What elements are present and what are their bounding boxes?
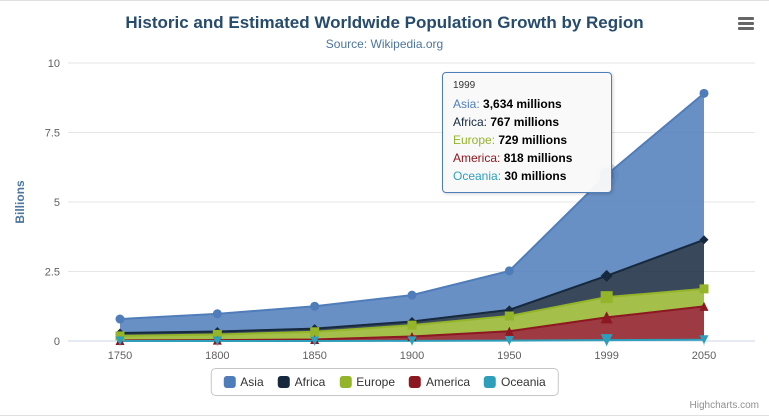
svg-text:1850: 1850 xyxy=(302,350,326,362)
data-point-oceania-1999[interactable] xyxy=(600,334,613,347)
data-point-america-1999[interactable] xyxy=(600,311,613,324)
hamburger-icon-line xyxy=(738,26,754,30)
tooltip-series-name: America: xyxy=(453,151,504,165)
tooltip-series-name: Europe: xyxy=(453,133,499,147)
data-point-asia-1900[interactable] xyxy=(407,290,417,300)
export-menu-button[interactable] xyxy=(736,14,756,32)
tooltip-series-value: 818 millions xyxy=(503,151,573,165)
data-point-europe-1900[interactable] xyxy=(407,320,417,330)
legend: Asia Africa Europe America Oceania xyxy=(210,368,559,396)
data-point-asia-1850[interactable] xyxy=(310,301,320,311)
tooltip-series-value: 767 millions xyxy=(490,115,560,129)
area-series-america[interactable] xyxy=(120,306,704,341)
legend-label: Oceania xyxy=(501,375,546,389)
legend-label: Europe xyxy=(356,375,396,389)
legend-swatch-asia xyxy=(223,376,236,388)
legend-label: Africa xyxy=(294,375,326,389)
svg-text:10: 10 xyxy=(48,58,60,70)
area-series-asia[interactable] xyxy=(120,93,704,333)
tooltip-rows: Asia: 3,634 millions Africa: 767 millions… xyxy=(453,95,601,185)
chart-title: Historic and Estimated Worldwide Populat… xyxy=(125,13,644,32)
data-point-asia-1800[interactable] xyxy=(212,309,222,319)
data-point-europe-1950[interactable] xyxy=(504,311,514,321)
svg-text:2.5: 2.5 xyxy=(45,267,60,279)
svg-text:5: 5 xyxy=(54,197,60,209)
credits-link[interactable]: Highcharts.com xyxy=(689,400,759,411)
legend-swatch-america xyxy=(409,376,422,388)
legend-item-europe[interactable]: Europe xyxy=(339,375,395,389)
legend-label: Asia xyxy=(240,375,264,389)
chart-subtitle: Source: Wikipedia.org xyxy=(325,37,444,51)
tooltip-row-oceania: Oceania: 30 millions xyxy=(453,167,601,185)
area-series-africa[interactable] xyxy=(120,239,704,336)
data-point-oceania-1850[interactable] xyxy=(310,336,320,346)
tooltip-series-value: 3,634 millions xyxy=(483,97,562,111)
tooltip-series-name: Asia: xyxy=(453,97,484,111)
svg-text:1900: 1900 xyxy=(400,350,424,362)
svg-text:2050: 2050 xyxy=(692,350,716,362)
tooltip-row-asia: Asia: 3,634 millions xyxy=(453,95,601,113)
data-point-oceania-2050[interactable] xyxy=(699,335,709,345)
data-point-africa-2050[interactable] xyxy=(699,235,709,245)
data-point-europe-1999[interactable] xyxy=(600,291,613,304)
data-point-asia-1950[interactable] xyxy=(504,266,514,276)
data-point-america-2050[interactable] xyxy=(699,301,709,311)
markers-series-oceania xyxy=(115,334,709,347)
y-axis-labels: 0 2.5 5 7.5 10 xyxy=(45,58,60,348)
legend-item-oceania[interactable]: Oceania xyxy=(484,375,546,389)
data-point-europe-2050[interactable] xyxy=(699,284,709,294)
data-point-oceania-1900[interactable] xyxy=(407,336,417,346)
svg-text:1999: 1999 xyxy=(594,350,618,362)
legend-item-america[interactable]: America xyxy=(409,375,470,389)
data-point-america-1950[interactable] xyxy=(504,326,514,336)
y-axis-title: Billions xyxy=(13,180,27,224)
legend-swatch-africa xyxy=(277,376,290,388)
tooltip-row-europe: Europe: 729 millions xyxy=(453,131,601,149)
tooltip: 1999 Asia: 3,634 millions Africa: 767 mil… xyxy=(442,72,612,193)
tooltip-header: 1999 xyxy=(453,80,476,91)
tooltip-series-value: 30 millions xyxy=(504,169,567,183)
hamburger-icon-line xyxy=(738,21,754,25)
legend-swatch-oceania xyxy=(484,376,497,388)
tooltip-series-name: Africa: xyxy=(453,115,491,129)
hamburger-icon xyxy=(738,16,754,20)
svg-text:1800: 1800 xyxy=(205,350,229,362)
tooltip-series-name: Oceania: xyxy=(453,169,505,183)
legend-item-asia[interactable]: Asia xyxy=(223,375,264,389)
legend-label: America xyxy=(426,375,471,389)
data-point-africa-1999[interactable] xyxy=(600,269,613,282)
data-point-asia-1750[interactable] xyxy=(115,314,125,324)
tooltip-row-america: America: 818 millions xyxy=(453,149,601,167)
svg-text:0: 0 xyxy=(54,336,60,348)
tooltip-series-value: 729 millions xyxy=(498,133,568,147)
legend-item-africa[interactable]: Africa xyxy=(277,375,326,389)
data-point-oceania-1800[interactable] xyxy=(212,336,222,346)
data-point-europe-1850[interactable] xyxy=(310,327,320,337)
svg-text:1750: 1750 xyxy=(108,350,132,362)
data-point-oceania-1750[interactable] xyxy=(115,336,125,346)
x-axis-labels: 1750 1800 1850 1900 1950 1999 2050 xyxy=(108,350,716,362)
svg-text:1950: 1950 xyxy=(497,350,521,362)
data-point-asia-2050[interactable] xyxy=(699,88,709,98)
tooltip-row-africa: Africa: 767 millions xyxy=(453,113,601,131)
legend-swatch-europe xyxy=(339,376,352,388)
svg-text:7.5: 7.5 xyxy=(45,128,60,140)
data-point-oceania-1950[interactable] xyxy=(504,336,514,346)
